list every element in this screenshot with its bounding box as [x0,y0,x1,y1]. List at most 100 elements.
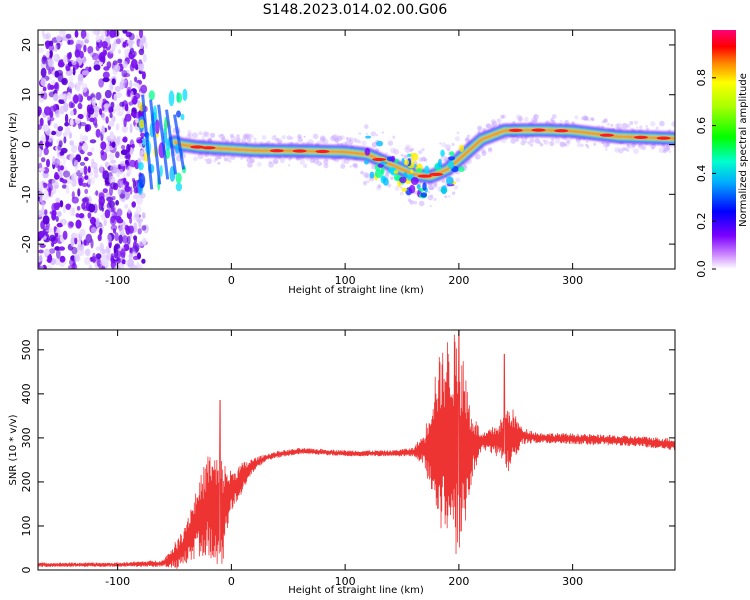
spectrogram-halo-cell [639,125,643,129]
spectrogram-halo-cell [204,131,211,138]
spectrogram-noise-cell [56,148,61,158]
spectrogram-blob [459,144,464,152]
spectrogram-halo-cell [650,143,656,149]
spectrogram-noise-cell [128,101,134,106]
spectrogram-ytick-label: -10 [20,185,33,203]
spectrogram-noise-cell [87,151,93,156]
spectrogram-noise-cell [94,111,99,119]
spectrogram-noise-cell [108,106,113,114]
spectrogram-halo-cell [616,122,623,129]
spectrogram-noise-cell [88,107,95,115]
spectrogram-noise-cell [93,64,101,71]
spectrogram-halo-cell [309,157,315,164]
spectrogram-halo-cell [216,154,222,160]
spectrogram-halo-cell [197,153,204,160]
spectrogram-noise-cell [134,76,138,83]
spectrogram-noise-cell [75,117,81,125]
spectrogram-noise-cell [137,228,142,235]
spectrogram-noise-cell [75,84,81,92]
spectrogram-noise-cell [132,179,136,190]
spectrogram-streak [173,114,186,170]
snr-y-ticks: 0 100 200 300 400 500 [20,339,675,574]
spectrogram-noise-cell [55,249,61,259]
spectrogram-halo-cell [421,148,425,152]
spectrogram-halo-cell [440,155,447,162]
spectrogram-noise-cell [101,102,105,111]
spectrogram-noise-cell [90,146,95,153]
spectrogram-halo-cell [574,115,579,120]
spectrogram-halo-cell [491,121,498,127]
spectrogram-noise-cell [129,80,133,89]
spectrogram-noise-cell [84,188,89,194]
spectrogram-halo-cell [671,121,675,127]
spectrogram-blob [458,166,465,172]
spectrogram-halo-cell [229,160,232,163]
spectrogram-noise-cell [69,258,75,266]
spectrogram-noise-cell [101,125,105,135]
spectrogram-noise-cell [110,159,117,164]
spectrogram-halo-cell [626,144,631,149]
spectrogram-halo-cell [510,138,516,144]
spectrogram-frame [37,29,676,270]
spectrogram-noise-cell [127,208,131,214]
spectrogram-noise-cell [128,225,134,234]
spectrogram-halo-cell [520,140,526,146]
spectrogram-halo-cell [203,133,206,136]
spectrogram-noise-cell [81,202,86,210]
spectrogram-halo-cell [358,132,362,135]
spectrogram-blob [390,155,396,163]
spectrogram-halo-cell [254,140,257,144]
spectrogram-halo-cell [477,125,483,131]
spectrogram-noise-cell [59,200,64,208]
spectrogram-noise-cell [90,226,97,234]
spectrogram-halo-cell [661,144,666,148]
spectrogram-halo-cell [214,157,219,161]
spectrogram-halo-cell [638,143,642,148]
spectrogram-halo-cell [527,141,531,145]
spectrogram-noise-cell [49,50,53,58]
colorbar-ticks: 0.0 0.2 0.4 0.6 0.8 [695,69,716,278]
spectrogram-noise-cell [140,37,146,45]
spectrogram-noise-cell [43,209,48,216]
spectrogram-noise-cell [41,206,45,216]
spectrogram-noise-cell [63,156,66,166]
spectrogram-noise-cell [43,225,50,231]
spectrogram-blob [138,173,146,189]
spectrogram-halo-cell [355,139,360,144]
spectrogram-halo-cell [516,114,522,120]
spectrogram-noise-cell [102,77,110,83]
snr-ytick-label: 0 [20,567,33,574]
spectrogram-blob [437,158,442,168]
snr-xtick-label: 100 [335,575,356,588]
spectrogram-blob [180,113,185,121]
spectrogram-noise-cell [53,225,57,233]
spectrogram-halo-cell [626,148,630,152]
spectrogram-noise-cell [104,209,111,219]
spectrogram-blob [403,172,408,178]
spectrogram-halo-cell [364,124,369,129]
spectrogram-halo-cell [316,141,321,146]
spectrogram-noise-cell [47,116,50,121]
spectrogram-blob [175,182,183,192]
spectrogram-halo-cell [645,125,649,128]
spectrogram-halo-cell [371,165,376,170]
spectrogram-halo-cell [505,137,508,140]
spectrogram-noise-cell [71,246,78,255]
spectrogram-noise-cell [59,255,66,263]
spectrogram-noise-cell [97,234,102,242]
spectrogram-noise-cell [40,67,47,78]
spectrogram-noise-cells [38,30,149,269]
spectrogram-noise-cell [42,124,49,132]
spectrogram-halo-cell [542,139,546,143]
spectrogram-noise-cell [71,60,77,66]
spectrogram-noise-cell [64,113,69,124]
spectrogram-blob [422,182,427,191]
spectrogram-noise-cell [115,92,123,98]
spectrogram-halo-cell [636,126,639,129]
spectrogram-halo-cell [187,132,193,138]
spectrogram-noise-cell [119,101,125,108]
spectrogram-halo-cell [560,120,563,123]
spectrogram-halo-cell [307,139,314,145]
snr-xtick-label: 200 [448,575,469,588]
spectrogram-noise-cell [133,235,138,241]
